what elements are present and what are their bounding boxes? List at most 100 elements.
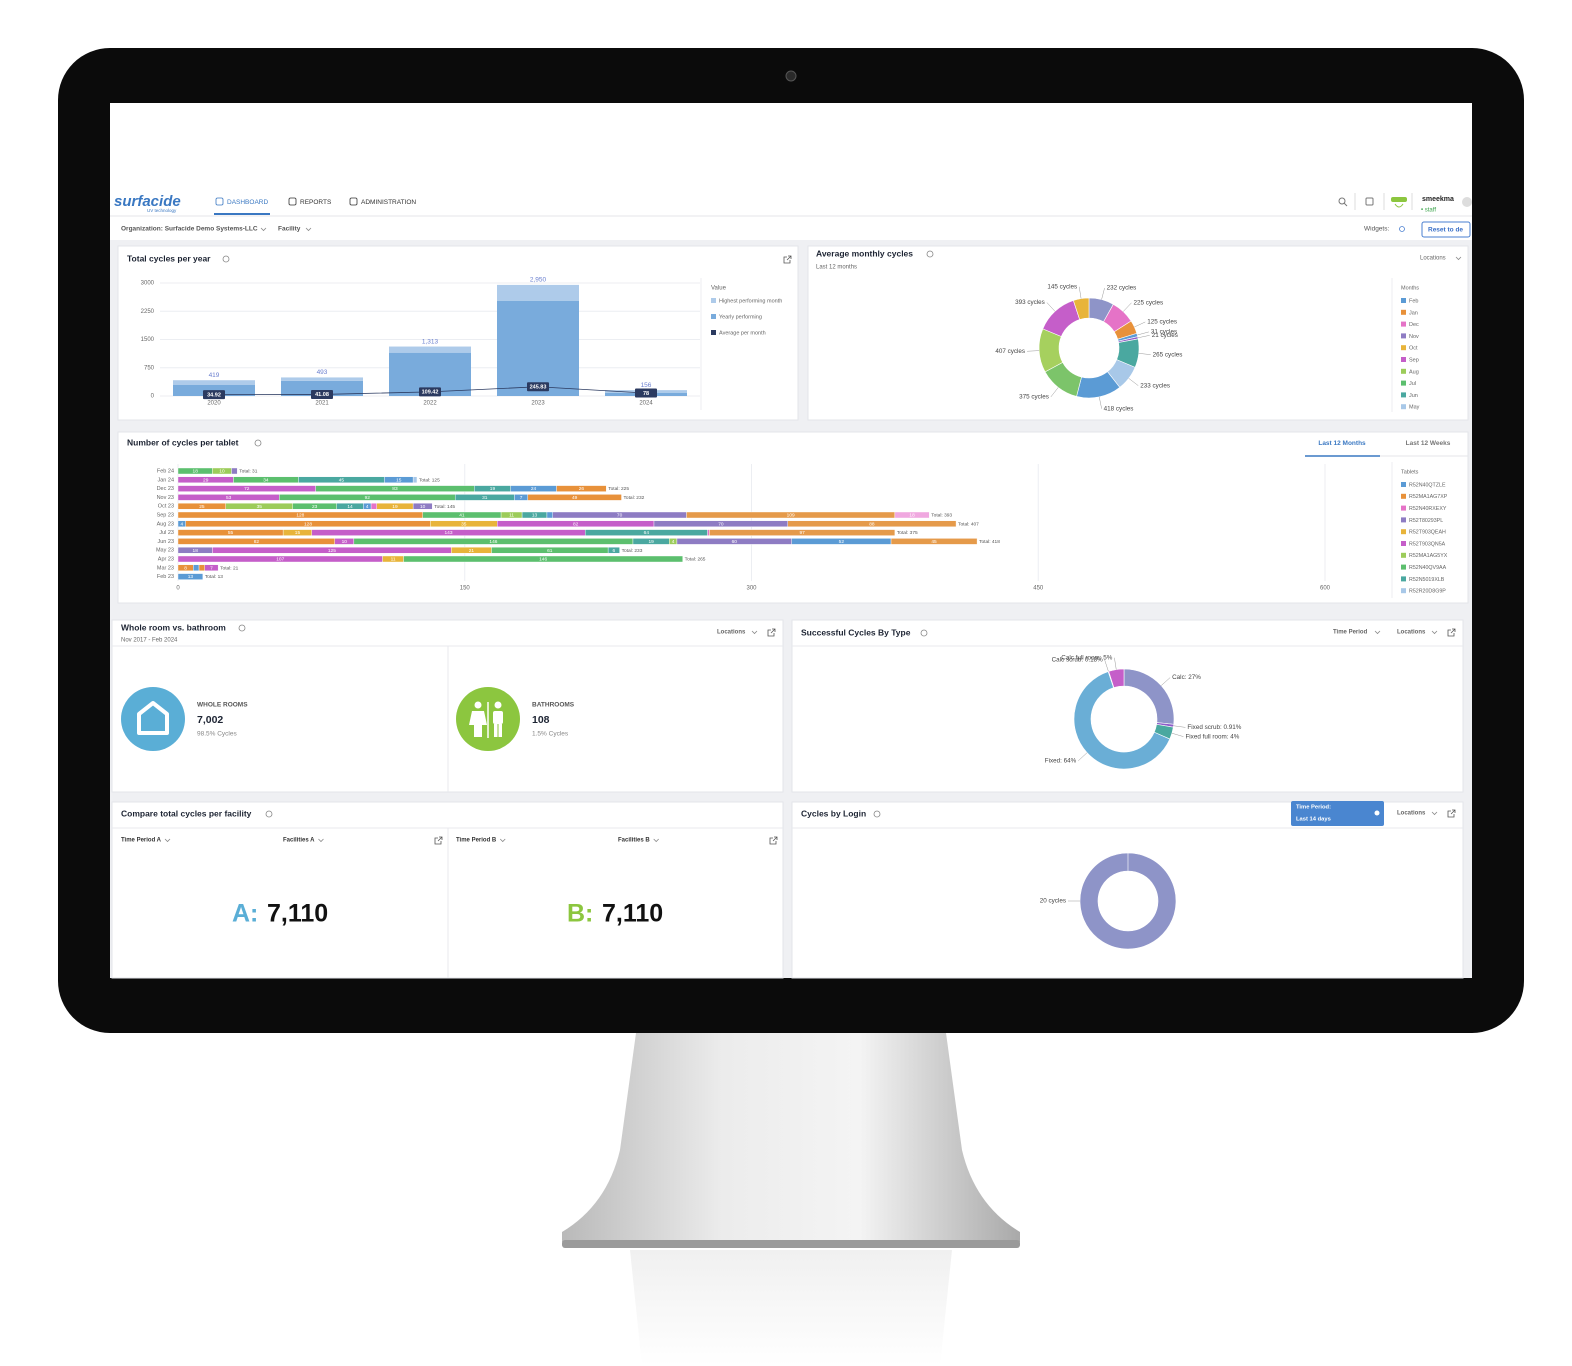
locations-dropdown[interactable]: Locations [1420, 256, 1446, 262]
stat-share: 98.5% Cycles [197, 731, 237, 738]
segment-label: 29 [203, 477, 209, 483]
time-period-value[interactable]: Last 14 days [1296, 817, 1331, 823]
slice-label: 375 cycles [1019, 394, 1049, 401]
segment-label: 25 [199, 504, 205, 510]
segment-label: 35 [461, 521, 467, 527]
total-label: Total: 233 [622, 548, 643, 554]
segment-label: 125 [328, 548, 336, 554]
segment-label: 13 [188, 574, 194, 580]
segment-label: 18 [909, 513, 915, 519]
legend-title: Value [711, 286, 727, 292]
bar [497, 300, 579, 396]
reset-label[interactable]: Reset to de [1428, 227, 1463, 234]
time-period-dropdown[interactable]: Time Period [1333, 630, 1368, 636]
stat-label: WHOLE ROOMS [197, 702, 248, 709]
segment-label: 70 [718, 521, 724, 527]
legend-swatch [1401, 392, 1406, 398]
segment-label: 10 [219, 469, 225, 475]
average-label: 34.92 [207, 392, 221, 398]
leader-line [1137, 331, 1149, 336]
bar-segment [890, 538, 978, 545]
legend-label: R52MA1AG7XP [1409, 494, 1448, 500]
segment-label: 35 [257, 504, 263, 510]
locations-dropdown[interactable]: Locations [1397, 811, 1426, 817]
dropdown[interactable]: Time Period B [456, 838, 497, 844]
reset-button[interactable] [1421, 221, 1471, 238]
slice-label: Fixed full room: 4% [1185, 733, 1239, 740]
segment-label: 7 [210, 565, 213, 571]
x-tick-label: 150 [460, 586, 471, 592]
nav-item[interactable]: REPORTS [300, 199, 332, 206]
legend-swatch [1401, 298, 1406, 303]
chevron [499, 838, 506, 843]
legend-label: Nov [1409, 334, 1419, 340]
bar [497, 284, 579, 301]
y-tick-label: 2250 [141, 309, 155, 315]
external-link-icon[interactable] [434, 836, 443, 845]
house-glyph [137, 701, 169, 735]
nav-item[interactable]: ADMINISTRATION [361, 199, 416, 206]
logo: surfacide [114, 193, 181, 210]
y-tick-label: Dec 23 [157, 486, 174, 492]
bar-segment [707, 529, 710, 536]
bar-segment [231, 467, 238, 475]
user-name[interactable]: smeekma [1422, 196, 1454, 203]
segment-label: 11 [509, 513, 514, 519]
legend-label: Jul [1409, 381, 1416, 387]
time-period-label[interactable]: Time Period: [1296, 805, 1331, 811]
nav-icon [288, 197, 297, 206]
facility-filter[interactable]: Facility [278, 226, 301, 233]
chart-subtitle: Last 12 months [816, 265, 857, 271]
dropdown[interactable]: Time Period A [121, 838, 162, 844]
y-tick-label: 750 [144, 365, 155, 371]
nav-item[interactable]: DASHBOARD [227, 199, 268, 206]
y-tick-label: Feb 23 [157, 574, 174, 580]
segment-label: 18 [193, 548, 199, 554]
slice-label: Calc scrub: 0.18% [1052, 657, 1103, 664]
bar-segment [204, 564, 219, 571]
dropdown[interactable]: Facilities A [283, 838, 315, 844]
stat-value: 7,002 [197, 714, 223, 726]
organization-filter[interactable]: Organization: Surfacide Demo Systems-LLC [121, 226, 258, 233]
clear-icon[interactable] [1374, 810, 1380, 816]
legend-swatch [1401, 321, 1406, 327]
tab[interactable]: Last 12 Months [1318, 440, 1366, 447]
external-link-icon[interactable] [783, 255, 792, 264]
camera [785, 70, 797, 82]
legend-swatch [1401, 552, 1406, 558]
external-link-icon[interactable] [767, 628, 776, 637]
pie-slice [1073, 671, 1171, 770]
legend-label: R52N40RXEXY [1409, 506, 1447, 512]
locations-dropdown[interactable]: Locations [717, 630, 746, 636]
bar [173, 380, 255, 385]
legend-label: R52N40QTZLE [1409, 482, 1446, 488]
locations-dropdown[interactable]: Locations [1397, 630, 1426, 636]
segment-label: 49 [572, 495, 578, 501]
dropdown[interactable]: Facilities B [618, 838, 650, 844]
external-link-icon[interactable] [1447, 809, 1456, 818]
compare-prefix: A: [232, 900, 258, 928]
total-label: Total: 225 [608, 486, 629, 492]
legend-swatch [1401, 529, 1406, 535]
external-link-icon[interactable] [1447, 628, 1456, 637]
legend-swatch [1401, 564, 1406, 570]
external-link-icon[interactable] [769, 836, 778, 845]
total-label: Total: 13 [205, 574, 223, 580]
y-tick-label: 3000 [141, 281, 155, 287]
widgets-icon[interactable] [1399, 226, 1405, 232]
tab[interactable]: Last 12 Weeks [1406, 440, 1451, 447]
x-tick-label: 0 [176, 586, 180, 592]
average-label-box [311, 389, 333, 399]
leader-line [1046, 302, 1056, 312]
time-period-button[interactable] [1291, 801, 1384, 826]
legend-swatch [711, 298, 716, 303]
slice-label: 407 cycles [995, 348, 1025, 355]
segment-label: 64 [644, 530, 650, 536]
segment-label: 72 [244, 486, 250, 492]
total-label: Total: 375 [897, 530, 918, 536]
chevron [1455, 256, 1462, 261]
legend-swatch [1401, 345, 1406, 351]
bar-segment [607, 547, 620, 554]
segment-label: 21 [469, 548, 475, 554]
x-tick-label: 2023 [531, 401, 545, 407]
